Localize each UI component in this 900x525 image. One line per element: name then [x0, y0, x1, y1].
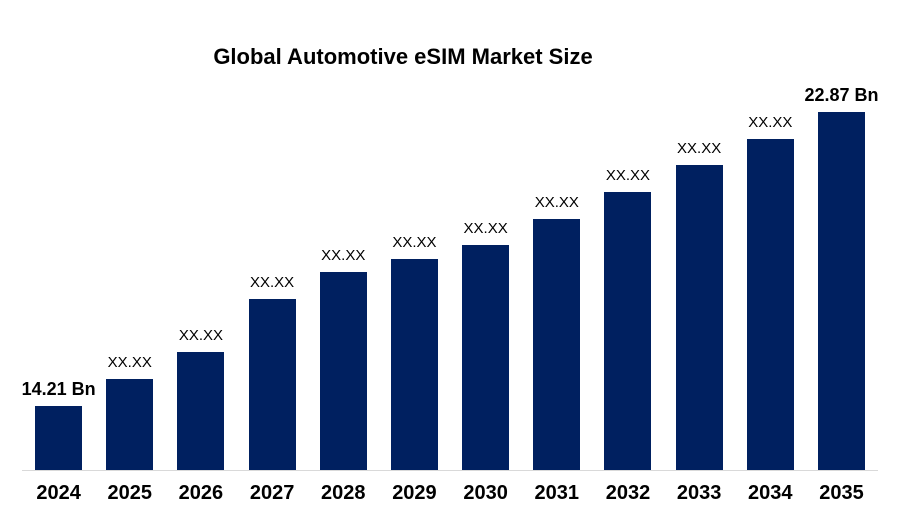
x-axis-tick-label-2024: 2024: [36, 482, 81, 504]
bar-column-2032: XX.XX: [592, 80, 663, 470]
x-axis-tick-label-2027: 2027: [249, 482, 295, 504]
bar-column-2025: XX.XX: [94, 80, 165, 470]
bar-2030: [462, 245, 510, 470]
plot-area: 14.21 Bn XX.XX XX.XX XX.XX XX.XX XX.XX XX.XX XX…: [21, 80, 879, 470]
bar-value-label-2033: XX.XX: [677, 140, 722, 157]
bar-column-2033: XX.XX: [664, 80, 735, 470]
bar-value-label-2035: 22.87 Bn: [804, 85, 879, 105]
bar-column-2027: XX.XX: [237, 80, 308, 470]
x-axis-tick-label-2034: 2034: [748, 482, 793, 504]
bar-column-2034: XX.XX: [735, 80, 806, 470]
x-axis-tick-label-2033: 2033: [676, 482, 722, 504]
x-axis-tick-label-2032: 2032: [605, 482, 651, 504]
bar-value-label-2025: XX.XX: [107, 354, 152, 371]
bar-2033: [675, 165, 723, 470]
bar-column-2026: XX.XX: [165, 80, 236, 470]
bar-column-2031: XX.XX: [521, 80, 592, 470]
bar-value-label-2024: 14.21 Bn: [21, 379, 96, 399]
bar-2032: [604, 192, 652, 470]
bar-column-2028: XX.XX: [308, 80, 379, 470]
x-axis-tick-label-2029: 2029: [392, 482, 437, 504]
x-axis-tick-label-2030: 2030: [463, 482, 508, 504]
x-axis-tick-label-2025: 2025: [107, 482, 153, 504]
bar-value-label-2034: XX.XX: [748, 114, 793, 131]
bar-column-2035: 22.87 Bn: [804, 80, 879, 470]
bar-value-label-2029: XX.XX: [392, 234, 437, 251]
x-axis-tick-label-2028: 2028: [321, 482, 366, 504]
bar-column-2024: 14.21 Bn: [21, 80, 96, 470]
bar-2034: [746, 139, 794, 470]
x-axis-tick-label-2035: 2035: [819, 482, 864, 504]
bar-2024: [35, 406, 83, 470]
bar-2025: [106, 379, 154, 470]
bar-2029: [390, 259, 438, 470]
bar-column-2029: XX.XX: [379, 80, 450, 470]
bar-column-2030: XX.XX: [450, 80, 521, 470]
bar-value-label-2028: XX.XX: [321, 247, 366, 264]
x-axis-labels: 2024 2025 2026 2027 2028 2029 2030 2031 2032 2033…: [23, 482, 877, 505]
bar-2035: [817, 112, 865, 470]
x-axis-line: [22, 470, 878, 471]
x-axis-tick-label-2031: 2031: [534, 482, 580, 504]
chart-title: Global Automotive eSIM Market Size: [213, 44, 593, 69]
bar-2027: [248, 299, 296, 470]
bar-2026: [177, 352, 225, 470]
x-axis-tick-label-2026: 2026: [178, 482, 224, 504]
bar-value-label-2027: XX.XX: [250, 274, 295, 291]
bar-value-label-2032: XX.XX: [605, 167, 651, 184]
bar-2031: [533, 219, 581, 470]
bar-value-label-2030: XX.XX: [463, 220, 508, 237]
bar-value-label-2031: XX.XX: [534, 194, 579, 211]
bar-value-label-2026: XX.XX: [178, 327, 224, 344]
bar-2028: [319, 272, 367, 470]
